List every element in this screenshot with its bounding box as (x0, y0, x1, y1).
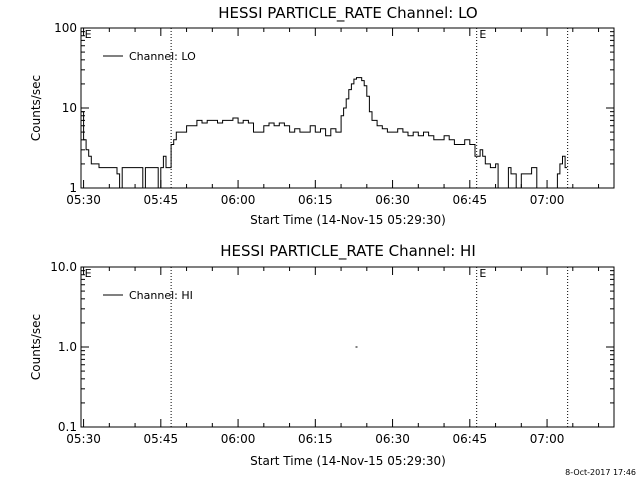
y-axis-label-hi: Counts/sec (29, 314, 43, 380)
x-tick-label: 06:30 (375, 193, 410, 207)
figure: HESSI PARTICLE_RATE Channel: LO Counts/s… (0, 0, 640, 480)
x-tick-label: 05:30 (66, 193, 101, 207)
x-axis-label-hi: Start Time (14-Nov-15 05:29:30) (250, 454, 446, 468)
x-tick-label: 06:15 (298, 432, 333, 446)
legend-entry: Channel: HI (129, 289, 193, 302)
y-tick-label: 1.0 (58, 340, 77, 354)
legend-entry: Channel: LO (129, 50, 196, 63)
x-tick-label: 06:00 (221, 193, 256, 207)
chart-title-lo: HESSI PARTICLE_RATE Channel: LO (218, 4, 477, 23)
x-tick-label: 05:30 (66, 432, 101, 446)
y-tick-label: 100 (54, 21, 77, 35)
chart-panel-hi: HESSI PARTICLE_RATE Channel: HI Counts/s… (29, 242, 614, 468)
y-tick-label: 0.1 (58, 420, 77, 434)
y-tick-label: 1 (69, 181, 77, 195)
chart-title-hi: HESSI PARTICLE_RATE Channel: HI (220, 242, 476, 261)
event-annotation: E (479, 267, 486, 280)
x-tick-label: 07:00 (530, 193, 565, 207)
x-tick-label: 07:00 (530, 432, 565, 446)
y-tick-label: 10 (62, 101, 77, 115)
chart-panel-lo: HESSI PARTICLE_RATE Channel: LO Counts/s… (29, 4, 614, 227)
y-axis-label-lo: Counts/sec (29, 75, 43, 141)
footer-timestamp: 8-Oct-2017 17:46 (565, 468, 636, 477)
y-tick-label: 10.0 (50, 260, 77, 274)
event-annotation: E (85, 28, 92, 41)
x-tick-label: 06:30 (375, 432, 410, 446)
x-tick-label: 06:45 (453, 193, 488, 207)
x-tick-label: 05:45 (144, 432, 179, 446)
x-tick-label: 06:15 (298, 193, 333, 207)
x-tick-label: 06:00 (221, 432, 256, 446)
event-annotation: E (479, 28, 486, 41)
x-tick-label: 05:45 (144, 193, 179, 207)
event-annotation: E (85, 267, 92, 280)
series-line (81, 78, 567, 188)
x-tick-label: 06:45 (453, 432, 488, 446)
x-axis-label-lo: Start Time (14-Nov-15 05:29:30) (250, 213, 446, 227)
